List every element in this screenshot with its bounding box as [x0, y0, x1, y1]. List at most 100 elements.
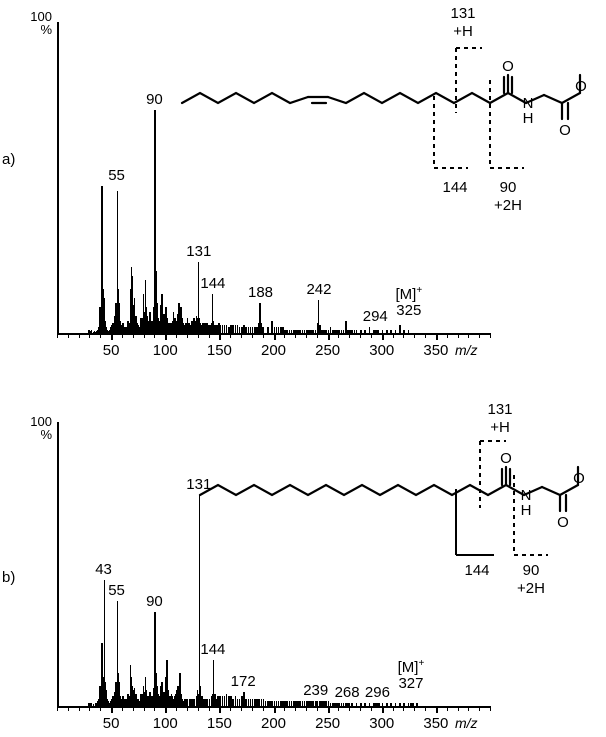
spectrum-peak: [211, 694, 214, 707]
spectrum-peak: [210, 322, 213, 334]
spectrum-peak: [111, 698, 113, 707]
molecular-ion-label: [M]+: [397, 658, 425, 676]
spectrum-peak: [308, 329, 310, 334]
x-tick-label: 150: [206, 715, 232, 732]
spectrum-peak: [316, 322, 319, 334]
x-tick-minor: [414, 333, 416, 338]
spectrum-peak: [325, 700, 328, 707]
spectrum-peak: [171, 320, 174, 334]
spectrum-peak: [321, 700, 323, 707]
spectrum-peak: [184, 698, 187, 707]
molecular-ion-mz: 327: [398, 675, 424, 692]
spectrum-peak: [329, 327, 332, 334]
spectrum-peak: [325, 329, 328, 334]
spectrum-peak: [150, 320, 152, 334]
spectrum-peak: [377, 702, 379, 707]
spectrum-peak: [187, 322, 190, 334]
spectrum-peak: [327, 700, 330, 707]
spectrum-peak: [368, 327, 371, 334]
spectrum-peak: [144, 280, 147, 334]
spectrum-peak: [394, 702, 397, 707]
panel-a-x-axis-title: m/z: [455, 342, 478, 358]
panel-b-y-axis: [57, 422, 59, 707]
spectrum-peak: [164, 313, 166, 334]
spectrum-peak: [232, 698, 234, 707]
spectrum-peak: [228, 696, 230, 707]
panel-b-fragment-131: 131: [487, 401, 513, 418]
spectrum-peak: [376, 702, 378, 707]
spectrum-peak: [101, 186, 103, 334]
spectrum-peak: [217, 696, 219, 707]
spectrum-peak: [167, 322, 169, 334]
spectrum-peak: [103, 579, 106, 707]
spectrum-peak: [197, 262, 200, 334]
spectrum-peak: [260, 322, 263, 334]
panel-b: b) 100 % m/z 50 100 150 200 250 300 350 131 43 5…: [0, 385, 606, 737]
spectrum-peak: [92, 331, 95, 334]
spectrum-peak: [152, 696, 154, 707]
spectrum-peak: [342, 329, 345, 334]
spectrum-peak: [245, 698, 247, 707]
x-tick-minor: [403, 333, 405, 338]
spectrum-peak: [258, 698, 260, 707]
spectrum-peak: [199, 322, 202, 334]
spectrum-peak: [151, 322, 153, 334]
spectrum-peak: [123, 327, 125, 334]
peak-label-188: 188: [247, 283, 274, 301]
molecular-ion-label: [M]+: [395, 285, 423, 303]
spectrum-peak: [199, 685, 202, 707]
spectrum-peak: [110, 700, 112, 707]
x-tick-minor: [186, 706, 188, 711]
spectrum-peak: [208, 325, 211, 334]
amide-n-label: N: [521, 487, 532, 504]
x-tick-minor: [230, 333, 232, 338]
spectrum-peak: [131, 275, 134, 334]
spectrum-peak: [186, 698, 189, 707]
spectrum-peak: [177, 685, 179, 707]
spectrum-peak: [348, 702, 350, 707]
x-tick-major: [435, 333, 438, 340]
spectrum-peak: [106, 698, 109, 707]
spectrum-peak: [120, 325, 123, 334]
spectrum-peak: [150, 696, 152, 707]
spectrum-peak: [390, 329, 392, 334]
spectrum-peak: [215, 325, 217, 334]
spectrum-peak: [147, 696, 150, 707]
x-tick-major: [327, 333, 330, 340]
spectrum-peak: [275, 700, 278, 707]
spectrum-peak: [145, 690, 148, 707]
spectrum-peak: [258, 322, 260, 334]
x-tick-minor: [262, 333, 264, 338]
x-tick-minor: [230, 706, 232, 711]
x-tick-minor: [295, 333, 297, 338]
spectrum-peak: [225, 694, 228, 707]
spectrum-peak: [124, 700, 126, 707]
spectrum-peak: [105, 327, 108, 334]
spectrum-peak: [172, 698, 175, 707]
spectrum-peak: [315, 700, 318, 707]
x-tick-label: 150: [206, 342, 232, 359]
spectrum-peak: [190, 325, 192, 334]
x-tick-minor: [251, 706, 253, 711]
spectrum-peak: [156, 685, 159, 707]
spectrum-peak: [288, 700, 291, 707]
x-tick-minor: [349, 706, 351, 711]
peak-label-43: 43: [95, 560, 112, 578]
spectrum-peak: [254, 327, 256, 334]
spectrum-peak: [192, 322, 194, 334]
spectrum-peak: [118, 681, 121, 707]
spectrum-peak: [128, 696, 131, 707]
spectrum-peak: [347, 702, 349, 707]
spectrum-peak: [142, 293, 145, 334]
spectrum-peak: [131, 685, 134, 707]
x-tick-minor: [100, 706, 102, 711]
x-tick-minor: [143, 706, 145, 711]
panel-a-fragment-lines: [433, 47, 524, 169]
panel-a-plot: [57, 110, 490, 334]
spectrum-peak: [336, 702, 338, 707]
spectrum-peak: [178, 302, 180, 334]
x-tick-major: [381, 333, 384, 340]
spectrum-peak: [338, 329, 341, 334]
spectrum-peak: [347, 329, 349, 334]
spectrum-peak: [149, 311, 151, 334]
